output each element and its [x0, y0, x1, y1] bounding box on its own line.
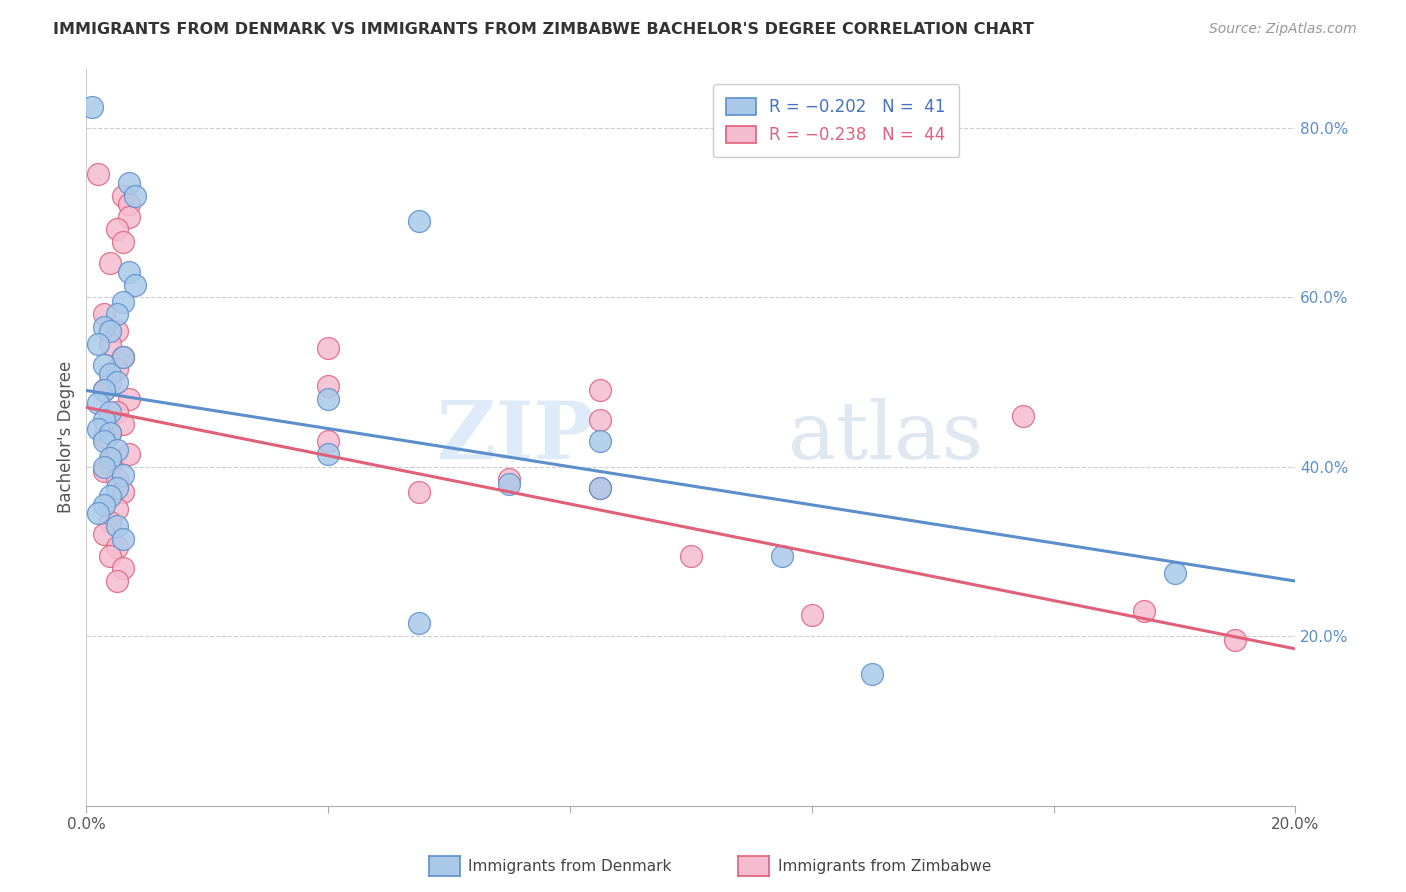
- Text: IMMIGRANTS FROM DENMARK VS IMMIGRANTS FROM ZIMBABWE BACHELOR'S DEGREE CORRELATIO: IMMIGRANTS FROM DENMARK VS IMMIGRANTS FR…: [53, 22, 1035, 37]
- Point: [498, 476, 520, 491]
- Point: [1133, 604, 1156, 618]
- Point: [93, 384, 115, 398]
- Point: [679, 549, 702, 563]
- Point: [105, 540, 128, 554]
- Point: [93, 413, 115, 427]
- Point: [1163, 566, 1185, 580]
- Point: [93, 434, 115, 449]
- Point: [100, 425, 122, 440]
- Point: [770, 549, 793, 563]
- Point: [105, 502, 128, 516]
- Point: [111, 532, 134, 546]
- Point: [408, 214, 430, 228]
- Point: [105, 442, 128, 457]
- Point: [93, 320, 115, 334]
- Text: Immigrants from Zimbabwe: Immigrants from Zimbabwe: [778, 859, 991, 873]
- Point: [105, 222, 128, 236]
- Point: [316, 341, 339, 355]
- Point: [316, 447, 339, 461]
- Point: [408, 616, 430, 631]
- Point: [111, 561, 134, 575]
- Point: [117, 392, 139, 406]
- Point: [111, 417, 134, 432]
- Point: [105, 307, 128, 321]
- Point: [100, 549, 122, 563]
- Point: [93, 384, 115, 398]
- Legend: R = −0.202   N =  41, R = −0.238   N =  44: R = −0.202 N = 41, R = −0.238 N = 44: [713, 84, 959, 157]
- Point: [111, 468, 134, 483]
- Point: [117, 447, 139, 461]
- Y-axis label: Bachelor's Degree: Bachelor's Degree: [58, 361, 75, 513]
- Point: [860, 667, 883, 681]
- Point: [111, 188, 134, 202]
- Point: [100, 367, 122, 381]
- Point: [87, 168, 110, 182]
- Point: [93, 498, 115, 512]
- Point: [87, 336, 110, 351]
- Point: [589, 481, 612, 495]
- Point: [124, 188, 146, 202]
- Point: [93, 307, 115, 321]
- Point: [82, 100, 104, 114]
- Point: [93, 358, 115, 372]
- Point: [117, 210, 139, 224]
- Text: Immigrants from Denmark: Immigrants from Denmark: [468, 859, 672, 873]
- Point: [100, 336, 122, 351]
- Point: [1012, 409, 1035, 423]
- Text: Source: ZipAtlas.com: Source: ZipAtlas.com: [1209, 22, 1357, 37]
- Point: [117, 176, 139, 190]
- Point: [105, 472, 128, 486]
- Point: [100, 256, 122, 270]
- Point: [111, 294, 134, 309]
- Point: [93, 527, 115, 541]
- Text: atlas: atlas: [787, 398, 983, 476]
- Point: [589, 413, 612, 427]
- Point: [100, 324, 122, 338]
- Point: [93, 459, 115, 474]
- Point: [498, 472, 520, 486]
- Point: [105, 324, 128, 338]
- Point: [124, 277, 146, 292]
- Point: [105, 362, 128, 376]
- Point: [100, 451, 122, 466]
- Point: [111, 235, 134, 250]
- Point: [1223, 633, 1246, 648]
- Point: [316, 392, 339, 406]
- Point: [87, 421, 110, 435]
- Point: [100, 375, 122, 389]
- Point: [111, 485, 134, 500]
- Point: [117, 197, 139, 211]
- Text: ZIP: ZIP: [437, 398, 595, 476]
- Point: [87, 396, 110, 410]
- Point: [105, 481, 128, 495]
- Point: [100, 515, 122, 529]
- Point: [111, 350, 134, 364]
- Point: [589, 481, 612, 495]
- Point: [93, 430, 115, 444]
- Point: [100, 404, 122, 418]
- Point: [100, 489, 122, 503]
- Point: [589, 434, 612, 449]
- Point: [93, 464, 115, 478]
- Point: [589, 384, 612, 398]
- Point: [111, 350, 134, 364]
- Point: [105, 375, 128, 389]
- Point: [100, 455, 122, 469]
- Point: [87, 506, 110, 520]
- Point: [105, 404, 128, 418]
- Point: [100, 425, 122, 440]
- Point: [408, 485, 430, 500]
- Point: [117, 265, 139, 279]
- Point: [800, 607, 823, 622]
- Point: [316, 434, 339, 449]
- Point: [316, 379, 339, 393]
- Point: [105, 519, 128, 533]
- Point: [105, 574, 128, 588]
